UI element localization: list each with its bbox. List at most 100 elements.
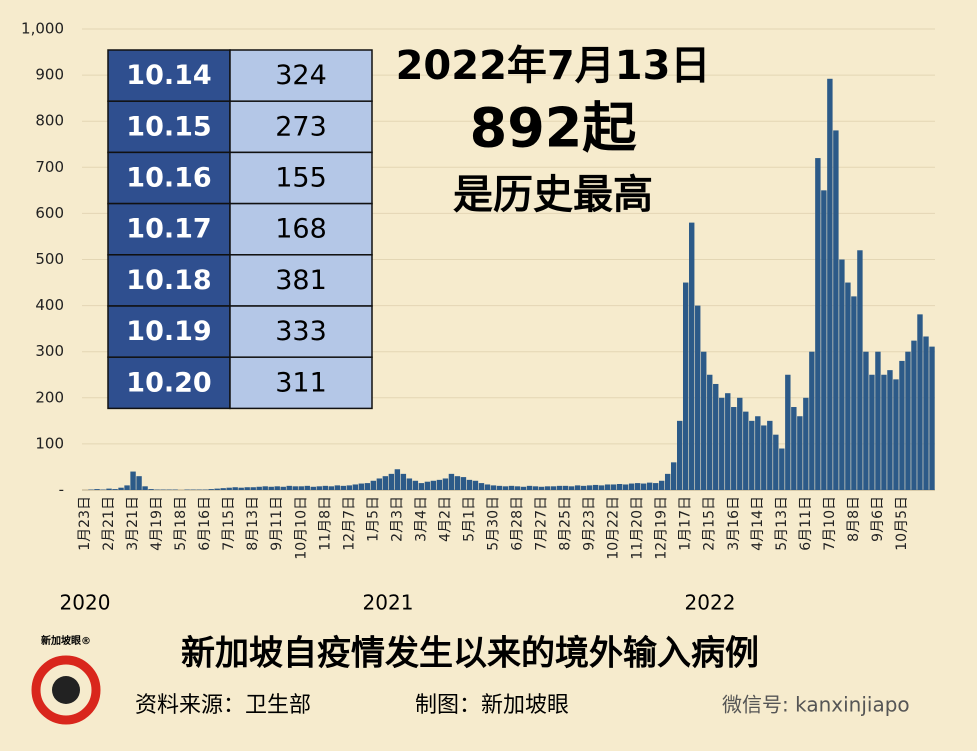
- bar: [238, 487, 244, 490]
- bar: [905, 351, 911, 490]
- cell-value: 324: [275, 60, 327, 91]
- maker: 制图：新加坡眼: [415, 693, 569, 718]
- y-tick-label: 400: [35, 296, 64, 314]
- cell: [229, 254, 373, 307]
- bar: [670, 462, 677, 490]
- bar: [875, 351, 881, 490]
- bar: [707, 374, 713, 490]
- cell: [229, 49, 373, 102]
- bar: [628, 483, 635, 490]
- cell: [229, 202, 373, 256]
- cell-date: 10.15: [126, 111, 211, 142]
- bar: [496, 485, 503, 490]
- bar: [220, 488, 226, 490]
- bar: [923, 336, 929, 490]
- source: 资料来源：卫生部: [135, 693, 311, 718]
- x-tick-label: 9月11日: [269, 496, 285, 551]
- bar: [785, 374, 791, 490]
- bar: [797, 416, 803, 490]
- x-tick-label: 3月21日: [125, 496, 141, 551]
- bar: [112, 489, 118, 490]
- bar: [911, 340, 917, 490]
- bar: [262, 486, 268, 490]
- year-label: 2022: [685, 591, 736, 615]
- bar: [779, 448, 785, 490]
- annotation-count: 892起: [470, 97, 638, 160]
- bar: [743, 411, 749, 490]
- x-tick-label: 5月30日: [485, 496, 501, 551]
- x-tick-label: 4月14日: [750, 496, 766, 551]
- bar: [761, 425, 767, 490]
- bar: [713, 383, 719, 490]
- y-tick-label: 800: [35, 112, 64, 130]
- bar: [532, 486, 539, 490]
- bar: [815, 158, 821, 490]
- bar: [106, 488, 112, 490]
- bar: [725, 393, 731, 490]
- bar: [544, 486, 551, 490]
- bar: [929, 346, 935, 490]
- table: 10.14 324 10.15 273 10.16 155 10.17 168 10.18 381…: [107, 49, 373, 410]
- bar: [448, 473, 455, 490]
- bar: [803, 397, 809, 490]
- bar: [622, 484, 629, 490]
- annotation-note: 是历史最高: [453, 172, 653, 218]
- logo-eye: [52, 676, 80, 704]
- cell-date: 10.17: [126, 214, 211, 245]
- year-label: 2021: [363, 591, 414, 615]
- logo-ring: [31, 655, 101, 725]
- x-tick-label: 3月16日: [726, 496, 742, 551]
- bar: [478, 483, 485, 490]
- x-tick-label: 5月13日: [774, 496, 790, 551]
- bar: [526, 485, 533, 490]
- x-tick-label: 1月17日: [678, 496, 694, 551]
- bar: [424, 481, 431, 490]
- bar: [268, 486, 274, 490]
- y-tick-label: 1,000: [21, 20, 64, 38]
- y-tick-label: 600: [35, 204, 64, 222]
- bar: [430, 480, 437, 490]
- bar: [731, 407, 737, 490]
- bar: [340, 485, 347, 490]
- cell-value: 381: [275, 265, 327, 296]
- y-tick-label: -: [59, 481, 64, 499]
- bar: [454, 476, 461, 490]
- cell-value: 273: [275, 111, 327, 142]
- y-tick-label: 300: [35, 342, 64, 360]
- bar: [568, 486, 575, 490]
- bar: [304, 485, 310, 490]
- bar: [646, 482, 653, 490]
- x-tick-label: 6月11日: [798, 496, 814, 551]
- cell: [107, 356, 231, 410]
- bar: [773, 434, 779, 490]
- bar: [598, 485, 605, 490]
- bar: [460, 477, 467, 490]
- bar: [406, 478, 413, 490]
- bar: [791, 407, 797, 490]
- wechat: 微信号: kanxinjiapo: [722, 693, 910, 717]
- bar: [574, 485, 581, 490]
- bar: [640, 483, 647, 490]
- bar: [664, 473, 671, 490]
- cell-date: 10.20: [126, 367, 211, 398]
- bar: [250, 487, 256, 490]
- cell-date: 10.18: [126, 265, 211, 296]
- bar: [827, 78, 833, 491]
- x-tick-label: 8月13日: [245, 496, 261, 551]
- bar: [208, 489, 214, 490]
- bar: [412, 480, 419, 490]
- x-tick-label: 7月10日: [822, 496, 838, 551]
- bar: [851, 296, 857, 490]
- cell: [107, 305, 231, 358]
- bar: [388, 473, 395, 490]
- cell-date: 10.14: [126, 60, 211, 91]
- bar: [737, 397, 743, 490]
- x-tick-label: 10月5日: [894, 496, 910, 551]
- x-tick-label: 12月19日: [654, 496, 670, 560]
- bar: [767, 420, 773, 490]
- bar: [370, 480, 377, 490]
- x-tick-label: 5月1日: [461, 496, 477, 542]
- bar: [755, 416, 761, 490]
- bar: [683, 282, 689, 490]
- cell-date: 10.16: [126, 163, 211, 194]
